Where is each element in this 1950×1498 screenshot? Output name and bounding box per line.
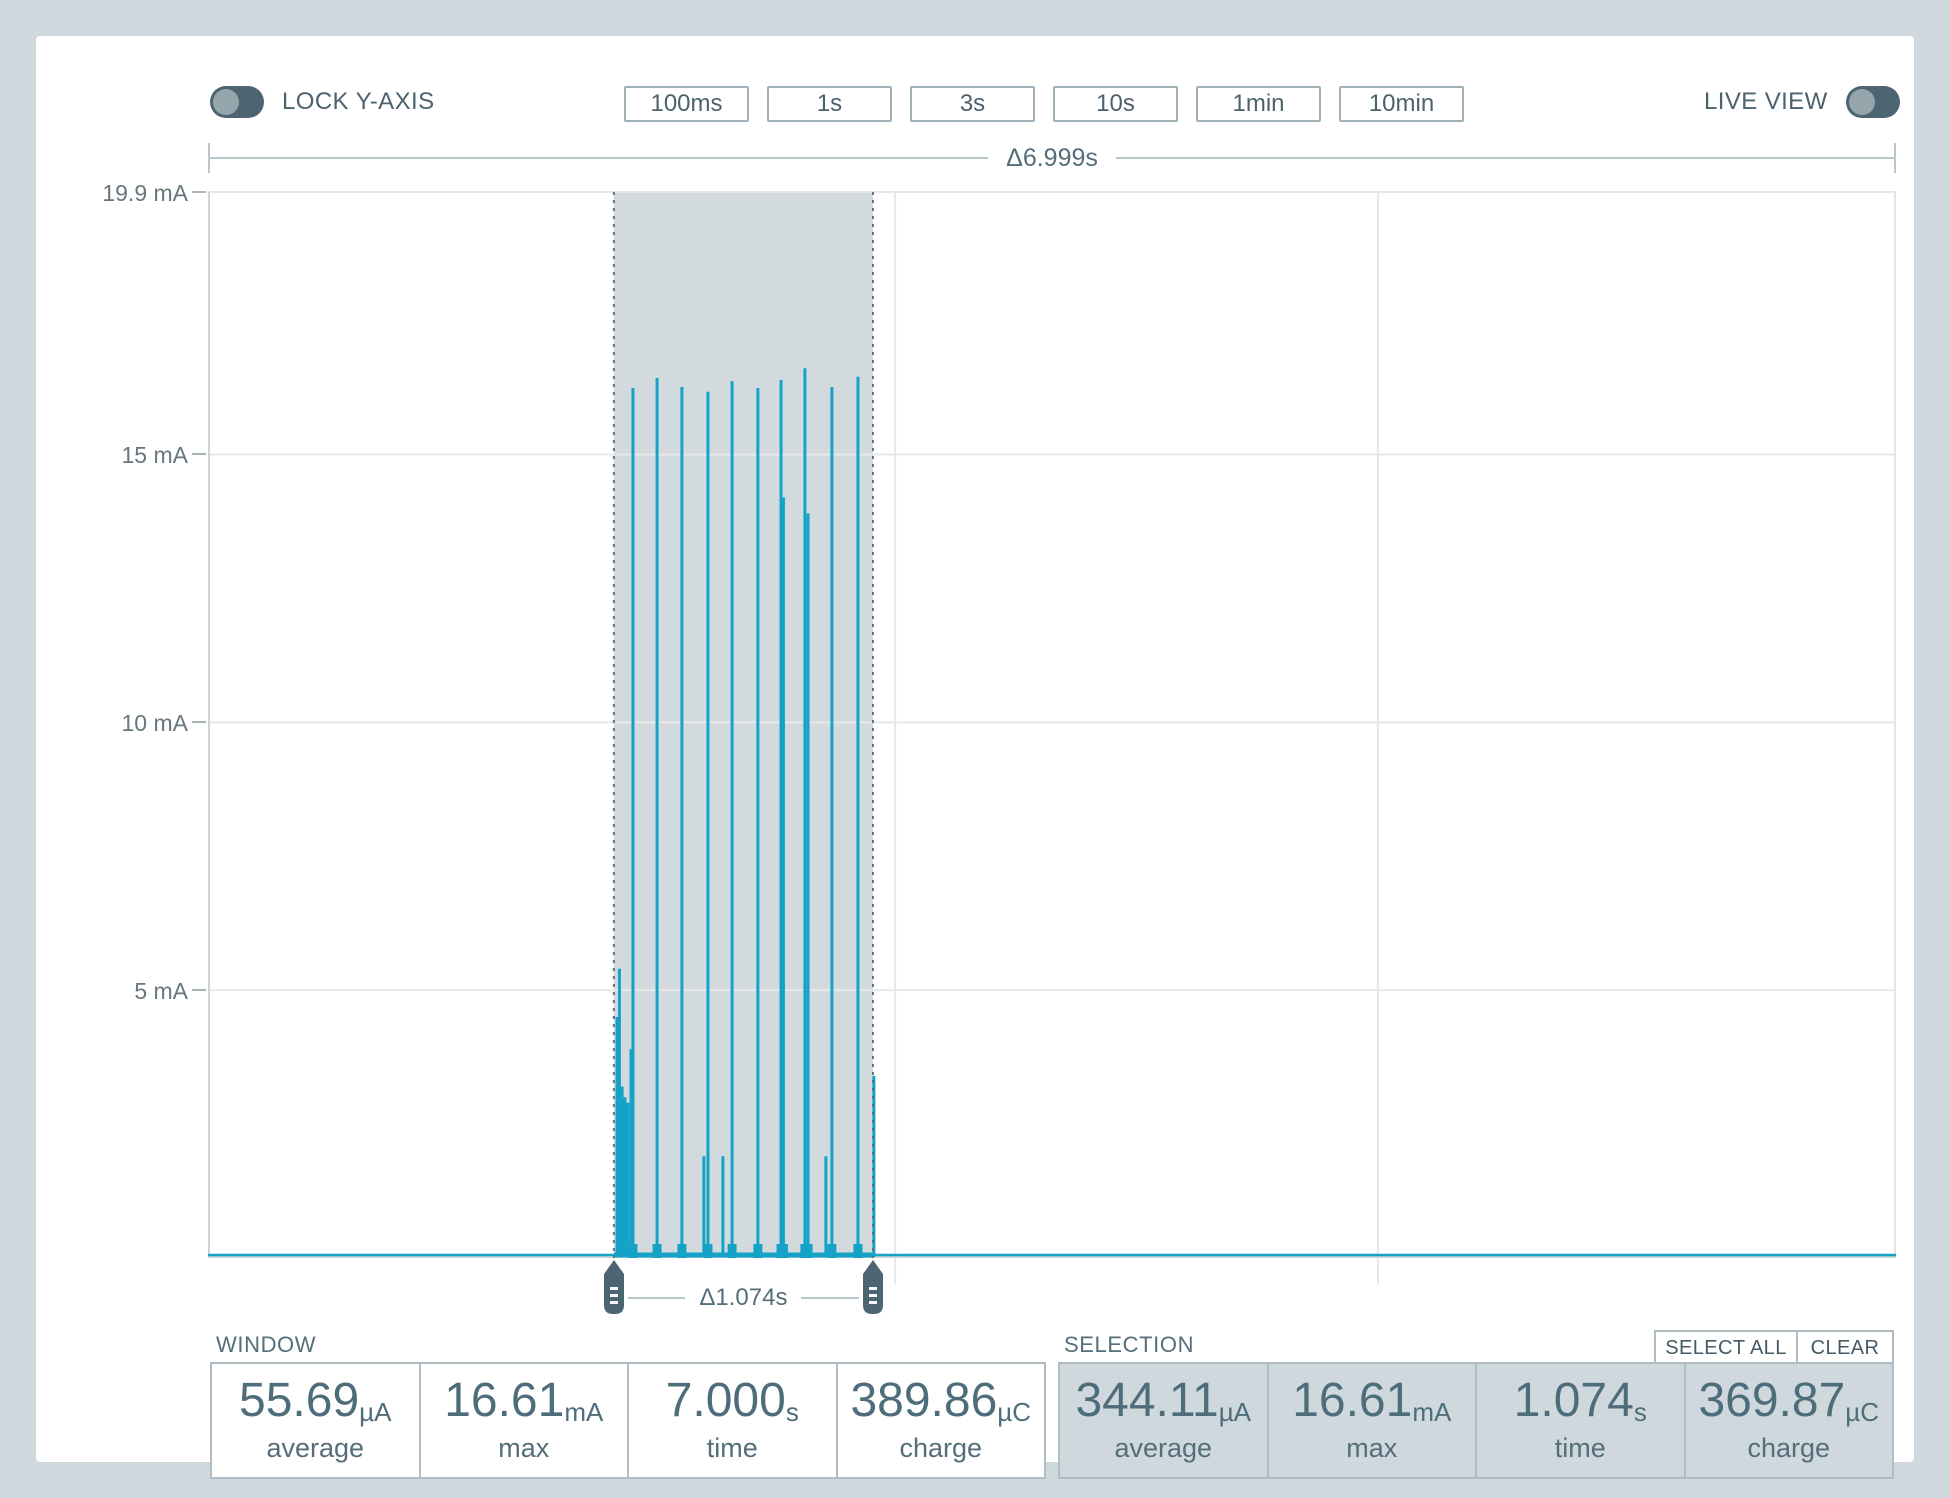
window-button-10min[interactable]: 10min [1339,86,1464,122]
stat-value: 389.86µC [850,1374,1032,1427]
window-button-10s[interactable]: 10s [1053,86,1178,122]
window-max-cell: 16.61mA max [418,1364,628,1477]
stat-value: 55.69µA [239,1374,392,1427]
lock-y-axis-control: LOCK Y-AXIS [210,86,434,118]
y-axis-tick [192,721,206,723]
live-view-toggle[interactable] [1845,86,1900,118]
bracket-line [210,157,989,159]
selection-charge-cell: 369.87µC charge [1683,1364,1893,1477]
select-all-button[interactable]: SELECT ALL [1654,1330,1798,1366]
bracket-line [1115,157,1895,159]
window-section-label: WINDOW [216,1332,317,1357]
selection-time-cell: 1.074s time [1475,1364,1684,1477]
stat-value: 369.87µC [1698,1374,1880,1427]
clear-selection-button[interactable]: CLEAR [1796,1330,1894,1366]
bracket-line [801,1297,859,1299]
window-button-100ms[interactable]: 100ms [624,86,749,122]
stat-caption: average [1114,1433,1213,1463]
window-button-3s[interactable]: 3s [910,86,1035,122]
toggle-knob [213,89,239,115]
stat-value: 1.074s [1513,1374,1647,1427]
window-stats-box: 55.69µA average 16.61mA max 7.000s time … [210,1362,1046,1479]
stat-value: 16.61mA [1292,1374,1452,1427]
profiler-panel: LOCK Y-AXIS 100ms 1s 3s 10s 1min 10min L… [36,36,1914,1479]
selection-handle-right[interactable] [862,1260,883,1314]
stat-value: 344.11µA [1075,1374,1252,1427]
current-chart-plot-area[interactable] [208,191,1896,1284]
y-axis-label-19-9ma: 19.9 mA [102,180,188,206]
current-trace-chart [208,191,1896,1284]
window-time-cell: 7.000s time [627,1364,836,1477]
selection-stats-box: 344.11µA average 16.61mA max 1.074s time… [1058,1362,1894,1479]
time-window-buttons: 100ms 1s 3s 10s 1min 10min [624,86,1464,122]
stat-caption: max [1346,1433,1398,1463]
window-button-1min[interactable]: 1min [1196,86,1321,122]
stat-caption: time [1554,1433,1606,1463]
lock-y-axis-toggle[interactable] [210,86,264,118]
y-axis-label-10ma: 10 mA [121,710,188,736]
y-axis-tick [192,453,206,455]
stat-caption: average [266,1433,365,1463]
drag-handle-icon [862,1260,883,1314]
stat-caption: charge [1747,1433,1831,1463]
window-button-1s[interactable]: 1s [767,86,892,122]
live-view-label: LIVE VIEW [1704,88,1828,115]
live-view-control: LIVE VIEW [1704,86,1900,118]
stat-caption: time [706,1433,758,1463]
window-delta-label: Δ6.999s [1006,143,1098,172]
y-axis-tick [192,191,206,193]
bracket-line [627,1297,686,1299]
bracket-end-tick [208,143,210,173]
window-average-cell: 55.69µA average [212,1364,419,1477]
selection-section-label: SELECTION [1064,1332,1195,1357]
stat-caption: max [498,1433,550,1463]
stat-value: 16.61mA [444,1374,604,1427]
selection-average-cell: 344.11µA average [1060,1364,1267,1477]
selection-max-cell: 16.61mA max [1266,1364,1476,1477]
selection-delta-bracket: Δ1.074s [627,1284,859,1312]
y-axis-label-15ma: 15 mA [121,442,188,468]
stat-caption: charge [899,1433,983,1463]
bracket-end-tick [1894,143,1897,173]
stat-value: 7.000s [665,1374,799,1427]
lock-y-axis-label: LOCK Y-AXIS [282,88,435,115]
selection-actions: SELECT ALL CLEAR [1654,1330,1894,1366]
selection-delta-label: Δ1.074s [699,1284,788,1311]
window-delta-bracket: Δ6.999s [208,140,1897,176]
selection-handle-left[interactable] [603,1260,624,1314]
y-axis-tick [192,989,206,991]
window-charge-cell: 389.86µC charge [835,1364,1045,1477]
y-axis-label-5ma: 5 mA [134,978,188,1004]
drag-handle-icon [603,1260,624,1314]
toggle-knob [1848,89,1875,115]
